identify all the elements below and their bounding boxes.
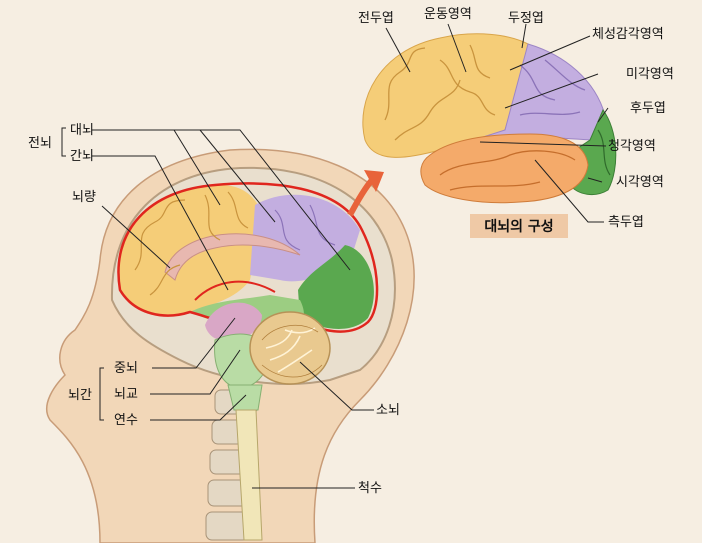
- label-cerebrum: 대뇌: [70, 123, 94, 138]
- label-medulla: 연수: [114, 413, 138, 428]
- label-cerebellum: 소뇌: [376, 403, 400, 418]
- labels: 전뇌 대뇌 간뇌 뇌량 뇌간 중뇌 뇌교 연수 소뇌 척수 전두엽 운동영역 두…: [28, 7, 674, 496]
- label-visual-area: 시각영역: [616, 175, 664, 190]
- zoom-arrow: [347, 170, 384, 217]
- corpus-callosum: [164, 233, 301, 281]
- frontal-lobe-shape: [362, 33, 531, 158]
- label-midbrain: 중뇌: [114, 361, 138, 376]
- caption-box: [470, 214, 568, 238]
- leader-lines-head: [61, 127, 374, 489]
- label-motor-area: 운동영역: [424, 7, 472, 22]
- cerebrum-section: [117, 182, 379, 333]
- occipital-region: [298, 245, 374, 329]
- brainstem: [205, 302, 331, 541]
- leader-lines-lateral: [385, 23, 609, 223]
- medulla-shape: [227, 384, 263, 411]
- cerebellum-shape: [249, 311, 331, 385]
- label-parietal-lobe: 두정엽: [508, 11, 544, 26]
- label-diencephalon: 간뇌: [70, 149, 94, 164]
- label-somatosensory-area: 체성감각영역: [592, 27, 664, 42]
- label-occipital-lobe: 후두엽: [630, 101, 666, 116]
- cerebrum-lateral-view: 대뇌의 구성: [362, 33, 617, 238]
- label-spinal-cord: 척수: [358, 481, 382, 496]
- label-temporal-lobe: 측두엽: [608, 215, 644, 230]
- label-forebrain: 전뇌: [28, 136, 52, 151]
- cerebrum-outline: [117, 182, 379, 333]
- midbrain-shape: [205, 302, 262, 342]
- label-brainstem: 뇌간: [68, 388, 92, 403]
- gyri-texture: [134, 191, 249, 296]
- label-auditory-area: 청각영역: [608, 139, 656, 154]
- spinal-cord-shape: [235, 409, 263, 541]
- label-gustatory-area: 미각영역: [626, 67, 674, 82]
- label-frontal-lobe: 전두엽: [358, 11, 394, 26]
- head-cross-section: [45, 148, 415, 543]
- label-corpus-callosum: 뇌량: [72, 190, 96, 205]
- label-pons: 뇌교: [114, 387, 138, 402]
- caption-text: 대뇌의 구성: [484, 218, 553, 235]
